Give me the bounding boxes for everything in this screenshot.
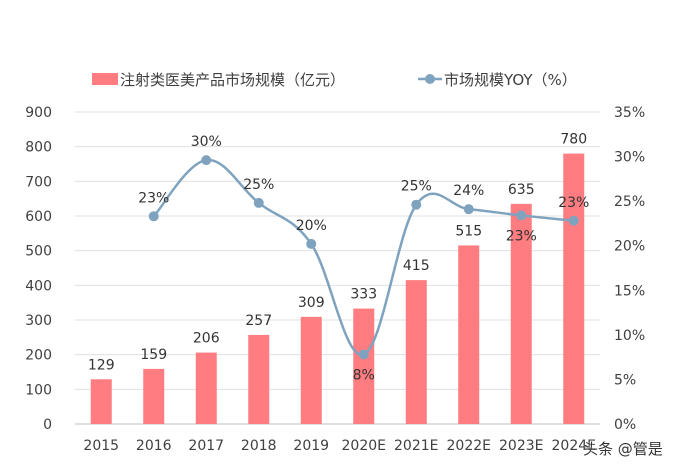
bar-data-label: 206 [193,331,220,347]
yoy-data-label: 25% [401,179,432,195]
x-tick-label: 2024E [552,438,596,454]
bar-data-label: 159 [140,347,167,363]
y-tick-label: 400 [25,278,52,294]
y-tick-label: 300 [25,313,52,329]
yoy-point [253,197,264,208]
y2-tick-label: 35% [614,105,645,121]
yoy-point [201,155,212,166]
bar [195,352,217,424]
y2-tick-label: 25% [614,194,645,210]
x-tick-label: 2019 [293,438,329,454]
bar-data-label: 780 [560,132,587,148]
bar-data-label: 635 [508,182,535,198]
bar-data-label: 333 [350,287,377,303]
y2-tick-label: 20% [614,239,645,255]
y-tick-label: 200 [25,348,52,364]
x-tick-label: 2015 [83,438,119,454]
x-tick-label: 2020E [342,438,386,454]
x-tick-label: 2021E [394,438,438,454]
bar-data-label: 129 [88,357,115,373]
bar [353,308,375,424]
x-tick-label: 2022E [447,438,491,454]
bar [248,334,270,424]
yoy-point [463,204,474,215]
yoy-data-label: 23% [138,190,169,206]
yoy-data-label: 25% [243,177,274,193]
yoy-point [148,211,159,222]
y-tick-label: 100 [25,382,52,398]
y2-tick-label: 0% [614,417,636,433]
yoy-point [516,210,527,221]
y2-tick-label: 5% [614,372,636,388]
yoy-point [568,215,579,226]
y-tick-label: 0 [43,417,52,433]
y-tick-label: 500 [25,244,52,260]
yoy-data-label: 8% [353,367,375,383]
y2-tick-label: 10% [614,328,645,344]
bar-data-label: 515 [455,223,482,239]
yoy-data-label: 23% [506,228,537,244]
bar-data-label: 257 [245,313,272,329]
y-tick-label: 600 [25,209,52,225]
legend-bar-swatch [92,73,118,85]
bar-data-label: 415 [403,258,430,274]
bar-data-label: 309 [298,295,325,311]
yoy-data-label: 20% [296,218,327,234]
y-tick-label: 800 [25,140,52,156]
yoy-data-label: 24% [453,183,484,199]
bar [458,245,480,424]
legend-line-label: 市场规模YOY（%） [444,71,577,89]
watermark: 头条 @管是 [583,440,663,458]
y-tick-label: 900 [25,105,52,121]
bar [510,203,532,424]
x-tick-label: 2017 [188,438,224,454]
y2-tick-label: 30% [614,150,645,166]
bar [300,316,322,424]
x-tick-label: 2016 [136,438,172,454]
bar [405,280,427,424]
yoy-point [306,238,317,249]
bar [143,368,165,424]
y2-tick-label: 15% [614,283,645,299]
yoy-point [411,199,422,210]
x-tick-label: 2023E [499,438,543,454]
yoy-point [358,349,369,360]
y-tick-label: 700 [25,174,52,190]
legend-bar-label: 注射类医美产品市场规模（亿元） [120,71,345,89]
yoy-data-label: 30% [191,134,222,150]
legend-line-marker [425,74,435,84]
x-tick-label: 2018 [241,438,277,454]
yoy-data-label: 23% [558,195,589,211]
bar [90,379,112,424]
